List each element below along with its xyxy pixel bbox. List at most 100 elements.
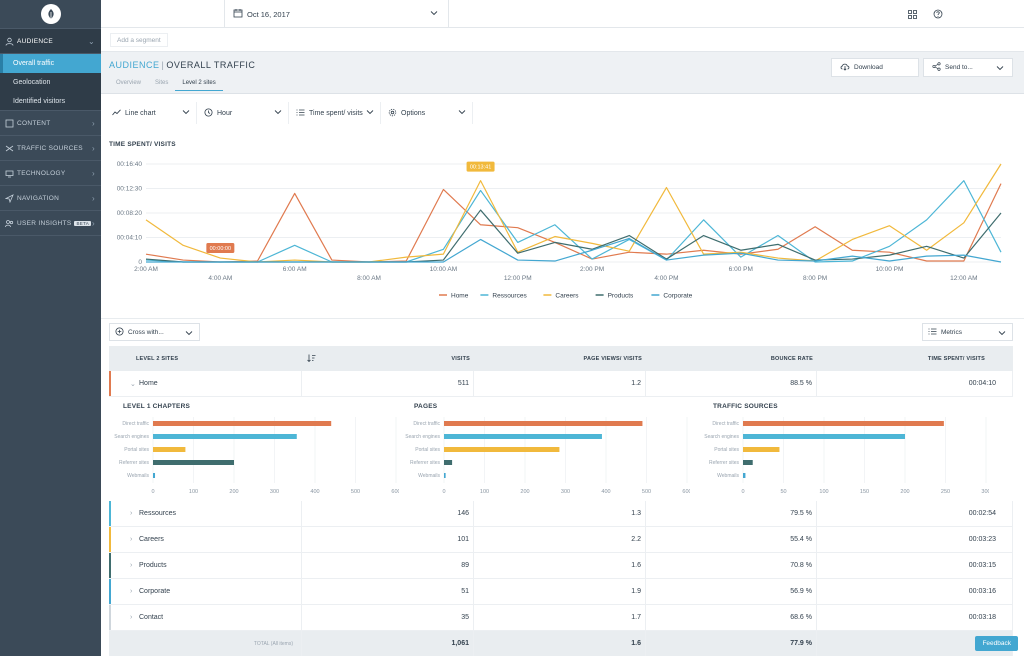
chevron-right-icon: › — [92, 119, 95, 128]
date-picker[interactable]: Oct 16, 2017 — [224, 0, 449, 28]
breakdown-bar-chart: 0 50 100 150 200 250 300 Direct traffic Search e… — [704, 417, 989, 495]
chevron-right-icon: › — [92, 169, 95, 178]
data-table: LEVEL 2 SITES VISITS PAGE VIEWS/ VISITS … — [109, 346, 1013, 656]
series-line-ressources — [145, 180, 1002, 263]
sidebar-section-content[interactable]: CONTENT › — [0, 111, 101, 136]
bar — [743, 421, 944, 426]
x-tick-label: 6:00 PM — [729, 266, 753, 273]
x-tick-label: 4:00 PM — [654, 275, 678, 282]
bar-label: Direct traffic — [712, 421, 739, 427]
page-views-cell: 1.9 — [474, 579, 646, 604]
tab-sites[interactable]: Sites — [155, 80, 169, 86]
page-header: AUDIENCE | OVERALL TRAFFIC Overview Sites … — [101, 52, 1024, 94]
bar — [444, 434, 602, 439]
sidebar-section-audience[interactable]: AUDIENCE ⌄ — [0, 29, 101, 54]
chevron-down-icon — [996, 64, 1004, 74]
table-row[interactable]: › Contact 35 1.7 68.6 % 00:03:18 — [109, 605, 1013, 631]
chevron-right-icon[interactable]: › — [130, 588, 133, 595]
chart-type-select[interactable]: Line chart — [109, 102, 197, 124]
page-views-cell: 2.2 — [474, 527, 646, 552]
chevron-right-icon[interactable]: › — [130, 562, 133, 569]
plus-circle-icon — [115, 327, 124, 338]
cross-with-select[interactable]: Cross with... — [109, 323, 200, 341]
navigation-icon — [4, 193, 14, 203]
send-to-label: Send to... — [945, 64, 973, 71]
page-views-cell: 1.7 — [474, 605, 646, 630]
sidebar-section-user-insights[interactable]: USER INSIGHTS BETA › — [0, 211, 101, 236]
tooltip-box — [206, 243, 235, 253]
gear-icon — [388, 108, 397, 119]
metric-select[interactable]: Time spent/ visits — [289, 102, 381, 124]
column-header-time-spent[interactable]: TIME SPENT/ VISITS — [927, 355, 985, 362]
apps-grid-icon[interactable] — [906, 8, 918, 20]
bar-label: Referrer sites — [709, 460, 740, 466]
chart-title: TIME SPENT/ VISITS — [109, 141, 176, 148]
x-tick-label: 50 — [780, 489, 786, 495]
granularity-label: Hour — [217, 109, 233, 117]
breakdown-title: PAGES — [414, 403, 438, 410]
add-segment-button[interactable]: Add a segment — [110, 33, 168, 47]
table-row[interactable]: › Ressources 146 1.3 79.5 % 00:02:54 — [109, 501, 1013, 527]
row-color-marker — [109, 527, 111, 552]
bar-label: Portal sites — [714, 447, 739, 453]
chevron-right-icon: › — [92, 144, 95, 153]
breadcrumb-section[interactable]: AUDIENCE — [109, 60, 160, 70]
table-row[interactable]: ⌄ Home 511 1.2 88.5 % 00:04:10 — [109, 371, 1013, 397]
x-tick-label: 250 — [941, 489, 950, 495]
metrics-select[interactable]: Metrics — [922, 323, 1013, 341]
tooltip-label: 00:13:41 — [470, 165, 491, 171]
table-row[interactable]: › Products 89 1.6 70.8 % 00:03:15 — [109, 553, 1013, 579]
page-views-cell: 1.6 — [474, 553, 646, 578]
page-title-text: OVERALL TRAFFIC — [166, 60, 256, 70]
chevron-down-icon — [430, 9, 438, 19]
chevron-down-icon[interactable]: ⌄ — [130, 380, 136, 388]
tab-overview[interactable]: Overview — [116, 80, 142, 86]
sidebar-section-navigation[interactable]: NAVIGATION › — [0, 186, 101, 211]
granularity-select[interactable]: Hour — [197, 102, 289, 124]
table-row[interactable]: › Corporate 51 1.9 56.9 % 00:03:16 — [109, 579, 1013, 605]
series-line-careers — [145, 163, 1002, 263]
sidebar-item-identified-visitors[interactable]: Identified visitors — [0, 92, 101, 111]
bounce-rate-cell: 79.5 % — [646, 501, 817, 526]
column-header-visits[interactable]: VISITS — [302, 346, 474, 371]
row-name-cell: › Contact — [109, 605, 302, 630]
bar-label: Direct traffic — [413, 421, 440, 427]
x-tick-label: 0 — [151, 489, 154, 495]
time-spent-cell: 00:04:10 — [817, 371, 1013, 396]
column-header-level-2-sites[interactable]: LEVEL 2 SITES — [136, 355, 179, 362]
row-name-cell: ⌄ Home — [109, 371, 302, 396]
feedback-button[interactable]: Feedback — [975, 636, 1018, 651]
content-icon — [4, 118, 14, 128]
send-to-button[interactable]: Send to... — [923, 58, 1013, 77]
help-icon[interactable] — [932, 8, 944, 20]
legend-item: Corporate — [663, 293, 692, 300]
page-views-cell: 1.3 — [474, 501, 646, 526]
sidebar-section-label: NAVIGATION — [17, 194, 60, 202]
row-color-marker — [109, 501, 111, 526]
column-header-page-views[interactable]: PAGE VIEWS/ VISITS — [583, 355, 642, 362]
sidebar-item-geolocation[interactable]: Geolocation — [0, 73, 101, 92]
chevron-right-icon[interactable]: › — [130, 614, 133, 621]
options-select[interactable]: Options — [381, 102, 473, 124]
visits-cell: 89 — [302, 553, 474, 578]
app-logo-icon[interactable] — [40, 4, 61, 24]
x-tick-label: 10:00 PM — [876, 266, 904, 273]
download-button[interactable]: Download — [831, 58, 919, 77]
sidebar-section-technology[interactable]: TECHNOLOGY › — [0, 161, 101, 186]
sidebar-item-overall-traffic[interactable]: Overall traffic — [0, 54, 101, 73]
chevron-right-icon[interactable]: › — [130, 536, 133, 543]
audience-icon — [4, 36, 14, 46]
bar-label: Search engines — [704, 434, 739, 440]
table-row[interactable]: › Careers 101 2.2 55.4 % 00:03:23 — [109, 527, 1013, 553]
sidebar-section-traffic-sources[interactable]: TRAFFIC SOURCES › — [0, 136, 101, 161]
chevron-right-icon[interactable]: › — [130, 510, 133, 517]
visits-cell: 101 — [302, 527, 474, 552]
cross-with-label: Cross with... — [128, 328, 164, 336]
tooltip-box — [466, 161, 495, 172]
x-tick-label: 400 — [310, 489, 319, 495]
tab-level-2-sites[interactable]: Level 2 sites — [175, 78, 223, 91]
sort-icon[interactable] — [307, 354, 316, 364]
total-page-views-cell: 1.6 — [474, 631, 646, 656]
y-tick-label: 00:16:40 — [117, 161, 143, 168]
column-header-bounce-rate[interactable]: BOUNCE RATE — [770, 355, 813, 362]
